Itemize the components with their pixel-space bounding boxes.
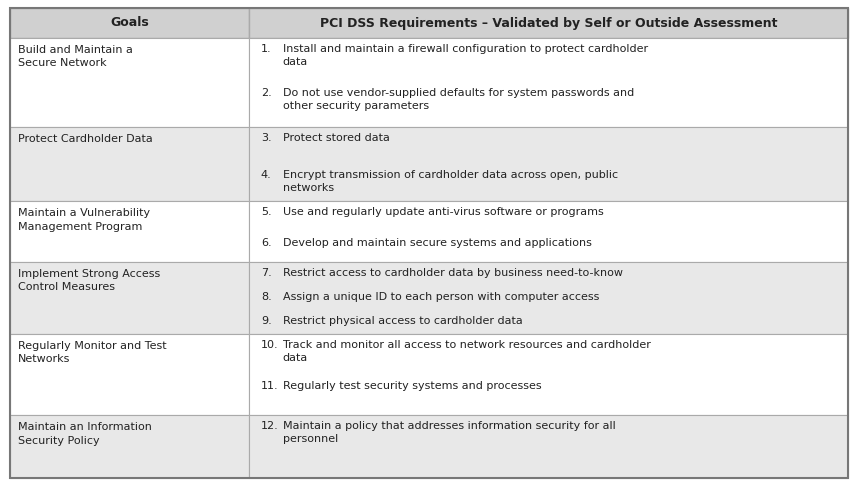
Bar [10,334,249,416]
Text: Implement Strong Access
Control Measures: Implement Strong Access Control Measures [18,269,160,292]
Bar [249,38,848,127]
Bar [10,8,249,38]
Text: Protect stored data: Protect stored data [283,133,390,143]
Bar [249,334,848,416]
Text: 1.: 1. [261,44,271,54]
Text: Maintain a policy that addresses information security for all
personnel: Maintain a policy that addresses informa… [283,421,615,444]
Text: Maintain an Information
Security Policy: Maintain an Information Security Policy [18,422,152,446]
Bar [10,416,249,478]
Text: Restrict physical access to cardholder data: Restrict physical access to cardholder d… [283,316,523,326]
Text: Build and Maintain a
Secure Network: Build and Maintain a Secure Network [18,45,133,68]
Bar [10,127,249,202]
Text: 11.: 11. [261,381,279,391]
Text: Protect Cardholder Data: Protect Cardholder Data [18,134,153,144]
Text: Encrypt transmission of cardholder data across open, public
networks: Encrypt transmission of cardholder data … [283,170,618,193]
Text: 10.: 10. [261,340,279,350]
Text: 5.: 5. [261,208,271,218]
Text: 6.: 6. [261,238,271,247]
Text: Develop and maintain secure systems and applications: Develop and maintain secure systems and … [283,238,592,247]
Bar [249,416,848,478]
Text: Use and regularly update anti-virus software or programs: Use and regularly update anti-virus soft… [283,208,603,218]
Bar [10,261,249,334]
Text: 2.: 2. [261,88,272,99]
Bar [10,38,249,127]
Text: 7.: 7. [261,268,272,278]
Text: Assign a unique ID to each person with computer access: Assign a unique ID to each person with c… [283,292,599,302]
Text: Restrict access to cardholder data by business need-to-know: Restrict access to cardholder data by bu… [283,268,623,278]
Text: Install and maintain a firewall configuration to protect cardholder
data: Install and maintain a firewall configur… [283,44,648,67]
Bar [249,8,848,38]
Text: Maintain a Vulnerability
Management Program: Maintain a Vulnerability Management Prog… [18,208,150,232]
Bar [249,261,848,334]
Text: Goals: Goals [110,17,148,30]
Text: Regularly Monitor and Test
Networks: Regularly Monitor and Test Networks [18,341,166,364]
Text: Track and monitor all access to network resources and cardholder
data: Track and monitor all access to network … [283,340,650,363]
Text: 8.: 8. [261,292,272,302]
Text: 3.: 3. [261,133,271,143]
Text: 4.: 4. [261,170,272,180]
Text: Regularly test security systems and processes: Regularly test security systems and proc… [283,381,541,391]
Text: Do not use vendor-supplied defaults for system passwords and
other security para: Do not use vendor-supplied defaults for … [283,88,634,111]
Bar [249,127,848,202]
Text: 12.: 12. [261,421,279,432]
Text: 9.: 9. [261,316,272,326]
Bar [10,202,249,261]
Bar [249,202,848,261]
Text: PCI DSS Requirements – Validated by Self or Outside Assessment: PCI DSS Requirements – Validated by Self… [320,17,777,30]
